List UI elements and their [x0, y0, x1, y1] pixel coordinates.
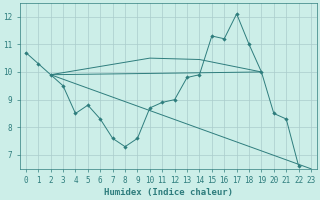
X-axis label: Humidex (Indice chaleur): Humidex (Indice chaleur)	[104, 188, 233, 197]
